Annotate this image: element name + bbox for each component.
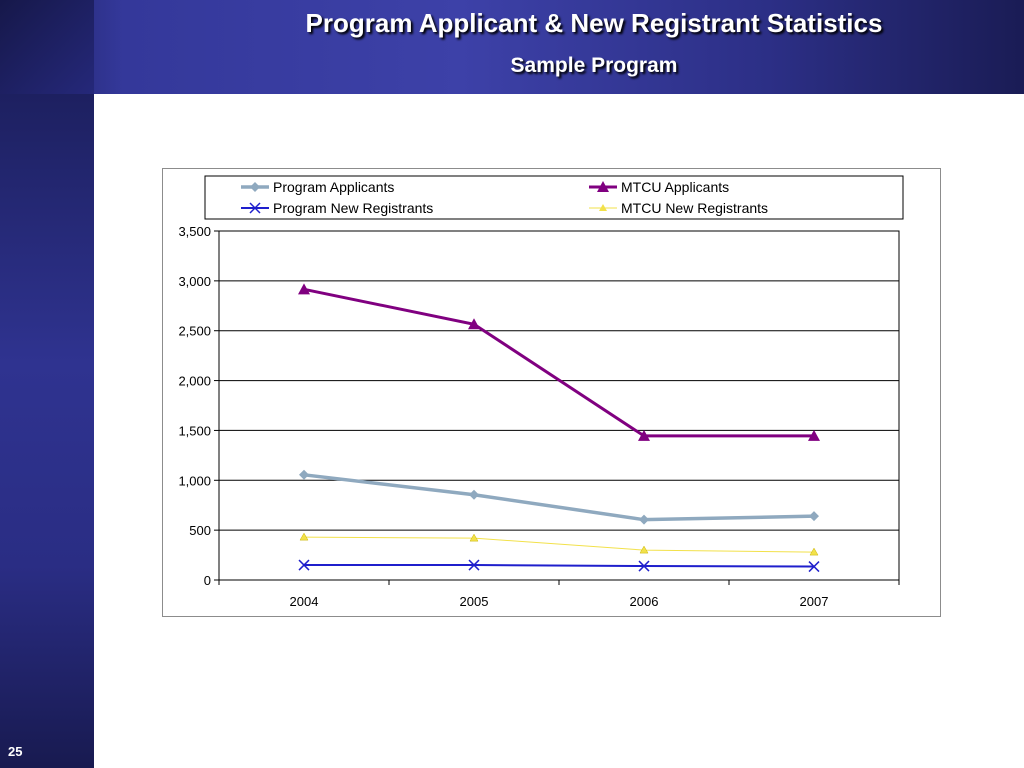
x-tick-label: 2004 <box>290 594 319 609</box>
program-applicants-point <box>809 511 819 522</box>
plot-area <box>218 230 900 581</box>
mtcu-applicants-point <box>808 429 820 441</box>
mtcu-new-registrants-point <box>639 545 649 554</box>
legend-marker-mtcu-applicants <box>597 181 609 192</box>
y-tick-label: 0 <box>204 573 211 588</box>
y-tick-label: 1,500 <box>178 423 211 438</box>
header-bar <box>0 0 1024 94</box>
program-applicants-point <box>639 514 649 525</box>
mtcu-new-registrants-point <box>299 532 309 541</box>
mtcu-applicants-point <box>468 318 480 330</box>
program-applicants-point <box>469 489 479 500</box>
x-tick-label: 2007 <box>800 594 829 609</box>
left-sidebar-bar <box>0 94 94 768</box>
line-chart: 0 500 1,000 1,500 2,000 2,500 3,000 3,500 2004 20… <box>178 175 904 609</box>
legend-label: MTCU Applicants <box>621 179 729 195</box>
mtcu-new-registrants-line <box>303 536 815 553</box>
program-new-registrants-point <box>468 559 480 571</box>
program-applicants-point <box>299 469 309 480</box>
y-tick-label: 500 <box>189 523 211 538</box>
legend-label: MTCU New Registrants <box>621 200 768 216</box>
mtcu-new-registrants-point <box>809 547 819 556</box>
program-new-registrants-line <box>304 564 815 568</box>
program-new-registrants-point <box>808 561 820 573</box>
mtcu-applicants-line <box>303 287 814 438</box>
mtcu-applicants-point <box>638 429 650 441</box>
x-tick-label: 2005 <box>460 594 489 609</box>
chart-frame: 0 500 1,000 1,500 2,000 2,500 3,000 3,500 2004 20… <box>162 168 941 617</box>
legend-marker-program-new-registrants <box>249 202 261 214</box>
corner-block <box>0 0 94 94</box>
slide-subtitle: Sample Program <box>510 54 678 77</box>
program-applicants-line <box>303 473 815 522</box>
y-tick-label: 1,000 <box>178 473 211 488</box>
mtcu-new-registrants-point <box>469 533 479 542</box>
slide-number: 25 <box>8 744 23 759</box>
y-tick-label: 2,500 <box>178 324 211 339</box>
y-tick-label: 3,500 <box>178 224 211 239</box>
legend-box <box>204 175 904 220</box>
legend-marker-mtcu-new-registrants <box>599 204 607 211</box>
y-tick-label: 2,000 <box>178 374 211 389</box>
legend-marker-program-applicants <box>250 182 260 192</box>
program-new-registrants-point <box>298 559 310 571</box>
legend-label: Program Applicants <box>273 179 394 195</box>
mtcu-applicants-point <box>298 283 310 295</box>
program-new-registrants-point <box>638 560 650 572</box>
slide-title: Program Applicant & New Registrant Stati… <box>305 8 883 38</box>
legend-label: Program New Registrants <box>273 200 433 216</box>
y-tick-label: 3,000 <box>178 274 211 289</box>
x-tick-label: 2006 <box>630 594 659 609</box>
